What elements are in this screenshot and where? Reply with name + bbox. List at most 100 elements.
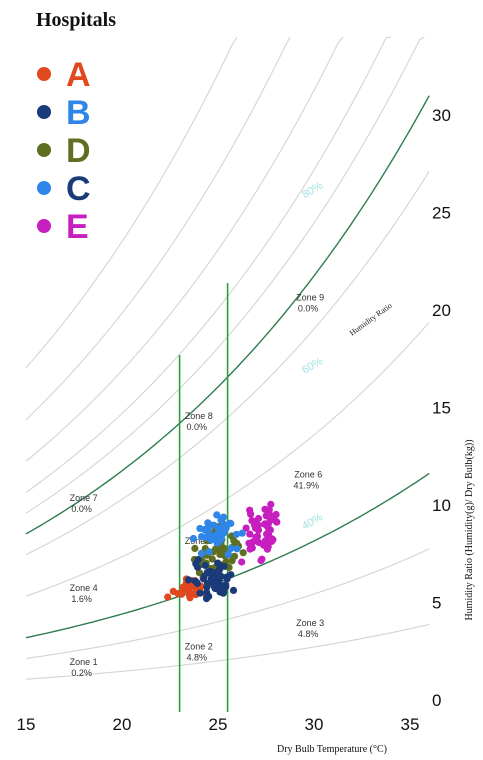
data-point (239, 549, 247, 557)
legend-label: A (66, 56, 91, 94)
data-point (248, 544, 256, 552)
data-point (179, 583, 187, 592)
data-point (202, 533, 210, 542)
y-tick-label: 30 (432, 106, 451, 125)
data-point (200, 572, 208, 581)
zone-label: Zone 10.2% (70, 657, 98, 678)
zone-label: Zone 34.8% (296, 618, 324, 639)
data-point (196, 524, 204, 533)
data-point (272, 510, 280, 519)
data-point (246, 530, 254, 538)
data-point (210, 521, 218, 529)
data-point (263, 545, 271, 553)
data-point (254, 514, 263, 523)
data-point (198, 550, 206, 558)
legend-marker (37, 219, 51, 233)
rh-curve-7 (25, 36, 291, 421)
y-tick-label: 20 (432, 301, 451, 320)
data-point (255, 538, 263, 547)
data-point (222, 581, 230, 589)
data-point (238, 529, 246, 537)
data-point (222, 523, 230, 531)
rh-percent-label: 40% (300, 511, 325, 533)
data-point (213, 511, 221, 519)
data-points (164, 500, 281, 603)
data-point (229, 586, 238, 595)
zone-label: Zone 80.0% (185, 411, 213, 432)
y-tick-label: 5 (432, 594, 441, 613)
x-tick-label: 30 (305, 715, 324, 734)
data-point (233, 545, 241, 553)
legend-marker (37, 143, 51, 157)
legend-marker (37, 181, 51, 195)
rh-curve-6 (25, 36, 344, 462)
data-point (178, 590, 186, 598)
zone-name: Zone 7 (70, 493, 98, 503)
data-point (169, 587, 177, 596)
data-point (249, 538, 257, 546)
data-point (227, 544, 235, 553)
zone-label: Zone 70.0% (70, 493, 98, 514)
data-point (273, 518, 281, 526)
zone-labels: Zone 10.2%Zone 24.8%Zone 34.8%Zone 41.6%… (70, 292, 325, 678)
legend-label: B (66, 94, 91, 132)
zone-value: 0.0% (298, 303, 319, 313)
data-point (242, 524, 250, 532)
legend-label: D (66, 132, 91, 170)
data-point (257, 556, 265, 565)
x-tick-label: 35 (401, 715, 420, 734)
axes: 15 20 25 30 35 0 5 10 15 20 25 30 (17, 106, 451, 734)
y-tick-label: 0 (432, 691, 441, 710)
comfort-boundaries (178, 283, 229, 712)
data-point (224, 551, 232, 559)
data-point (191, 544, 199, 553)
zone-value: 4.8% (187, 652, 208, 662)
data-point (267, 500, 275, 508)
data-point (194, 563, 202, 571)
data-point (247, 510, 255, 518)
legend-marker (37, 67, 51, 81)
data-point (208, 555, 216, 563)
zone-name: Zone 8 (185, 411, 213, 421)
data-point (216, 550, 224, 559)
x-tick-label: 15 (17, 715, 36, 734)
data-point (214, 559, 222, 567)
zone-value: 4.8% (298, 629, 319, 639)
data-point (203, 583, 211, 591)
data-point (263, 530, 271, 538)
data-point (189, 534, 197, 543)
rh-percent-label: 60% (300, 355, 325, 377)
zone-value: 0.0% (71, 504, 92, 514)
data-point (266, 516, 274, 524)
zone-value: 41.9% (293, 481, 319, 491)
data-point (205, 548, 213, 556)
zone-name: Zone 5 (185, 536, 213, 546)
zone-value: 0.0% (187, 422, 208, 432)
y-tick-label: 25 (432, 204, 451, 223)
y-axis-label: Humidity Ratio (Humidity(g)/ Dry Bulb(kg… (464, 439, 475, 620)
rh-curve-4 (25, 36, 425, 514)
data-point (230, 537, 238, 545)
chart-title: Hospitals (36, 9, 116, 31)
data-point (252, 524, 260, 532)
data-point (263, 521, 271, 529)
data-point (164, 593, 172, 601)
data-point (220, 544, 228, 552)
legend-marker (37, 105, 51, 119)
zone-name: Zone 9 (296, 292, 324, 302)
zone-name: Zone 3 (296, 618, 324, 628)
data-point (186, 588, 194, 596)
data-point (227, 519, 235, 528)
data-point (208, 570, 216, 578)
rh-curve-5 (25, 36, 391, 493)
x-tick-label: 25 (209, 715, 228, 734)
x-axis-label: Dry Bulb Temperature (°C) (277, 744, 387, 755)
data-point (223, 573, 231, 581)
y-tick-label: 15 (432, 399, 451, 418)
zone-label: Zone 41.6% (70, 583, 98, 604)
data-point (265, 506, 273, 514)
data-point (210, 583, 218, 591)
data-point (209, 535, 217, 543)
data-point (213, 571, 221, 579)
